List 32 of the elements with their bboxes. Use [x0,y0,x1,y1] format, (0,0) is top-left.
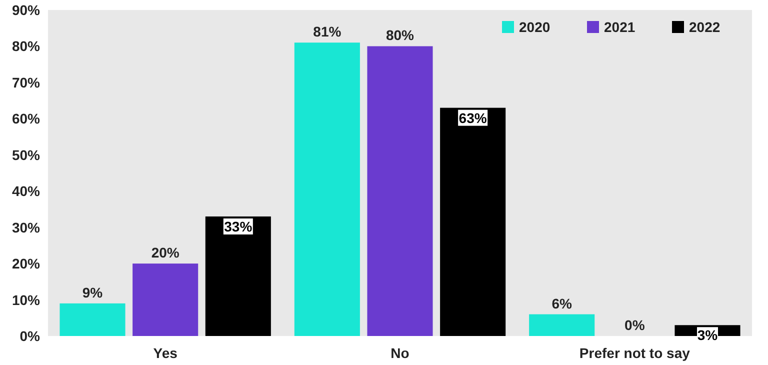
y-tick-label: 80% [12,38,41,54]
text: 20% [151,244,180,261]
text: 81% [313,24,342,40]
legend-label: 2022 [689,19,720,35]
bar [440,108,506,336]
x-tick-label: No [390,345,410,361]
bar [294,42,360,336]
x-tick-label: Yes [153,345,178,361]
text: 33% [224,218,252,234]
text: 0% [624,317,645,333]
text: 63% [458,110,487,126]
y-tick-label: 60% [12,110,41,127]
bar [529,314,595,336]
text: 80% [386,27,414,44]
text: 9% [82,284,103,300]
bar [60,303,126,336]
y-tick-label: 90% [12,2,41,18]
text: 3% [697,327,718,344]
x-tick-label: Prefer not to say [579,345,690,361]
bar [205,216,271,336]
bar [367,46,433,336]
bar [132,264,198,336]
y-tick-label: 20% [12,256,41,272]
y-tick-label: 70% [12,74,41,90]
y-tick-label: 10% [12,292,41,308]
legend-label: 2020 [519,19,550,35]
y-tick-label: 40% [12,183,41,200]
y-tick-label: 0% [20,328,41,344]
text: 6% [552,295,572,312]
y-tick-label: 30% [12,219,41,236]
legend-label: 2021 [604,19,636,35]
y-tick-label: 50% [12,146,41,163]
